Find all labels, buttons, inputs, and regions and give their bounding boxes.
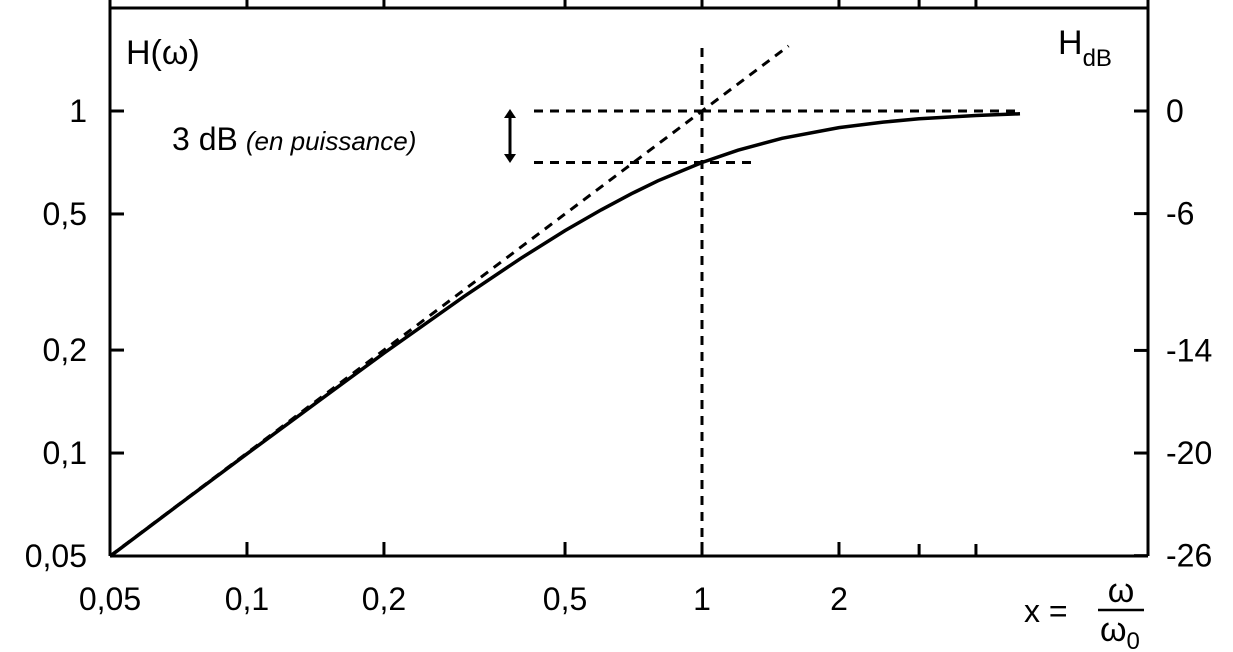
y-tick-label: 0,2 [43,332,87,368]
annotation-3db-italic: (en puissance) [246,126,417,156]
x-axis-label-den-main: ω [1100,611,1127,649]
y-tick-label: 1 [69,93,87,129]
annotation-3db-main: 3 dB [172,121,238,157]
response-curve [108,112,1021,558]
asymptote-line-1 [109,44,790,558]
x-tick-label: 0,05 [79,581,141,617]
y-tick-label: 0,1 [43,435,87,471]
annotation-arrow [504,109,516,163]
x-axis-label-numerator: ω [1108,572,1135,610]
y2-tick-label: -14 [1166,332,1212,368]
x-axis-label-prefix: x = [1024,593,1068,629]
plot-frame [108,0,1150,558]
y2-tick-label: 0 [1166,93,1184,129]
y2-tick-label: -26 [1166,538,1212,574]
y2-axis-label: HdB [1058,24,1112,72]
y2-axis-label-sub: dB [1083,45,1112,72]
y2-tick-label: -6 [1166,196,1194,232]
plot-curves [108,44,1021,558]
x-axis-label-den-sub: 0 [1127,628,1140,652]
x-tick-label: 0,2 [362,581,406,617]
y2-tick-label: -20 [1166,435,1212,471]
y-axis-label: H(ω) [126,34,200,72]
x-axis-label-denominator: ω0 [1100,611,1140,652]
y-tick-label: 0,5 [43,196,87,232]
x-tick-label: 0,1 [225,581,269,617]
y-tick-label: 0,05 [25,538,87,574]
x-axis-label: x = ω ω0 [1024,572,1144,652]
y2-axis-label-main: H [1058,24,1083,62]
x-tick-label: 0,5 [543,581,587,617]
annotation-3db: 3 dB (en puissance) [172,121,416,157]
x-tick-label: 2 [830,581,848,617]
axis-ticks: 0,05 0,1 0,2 0,5 1 2 0,05 0,1 0,2 0,5 1 0 -6 -14 -20 -2… [25,0,1212,617]
x-tick-label: 1 [693,581,711,617]
